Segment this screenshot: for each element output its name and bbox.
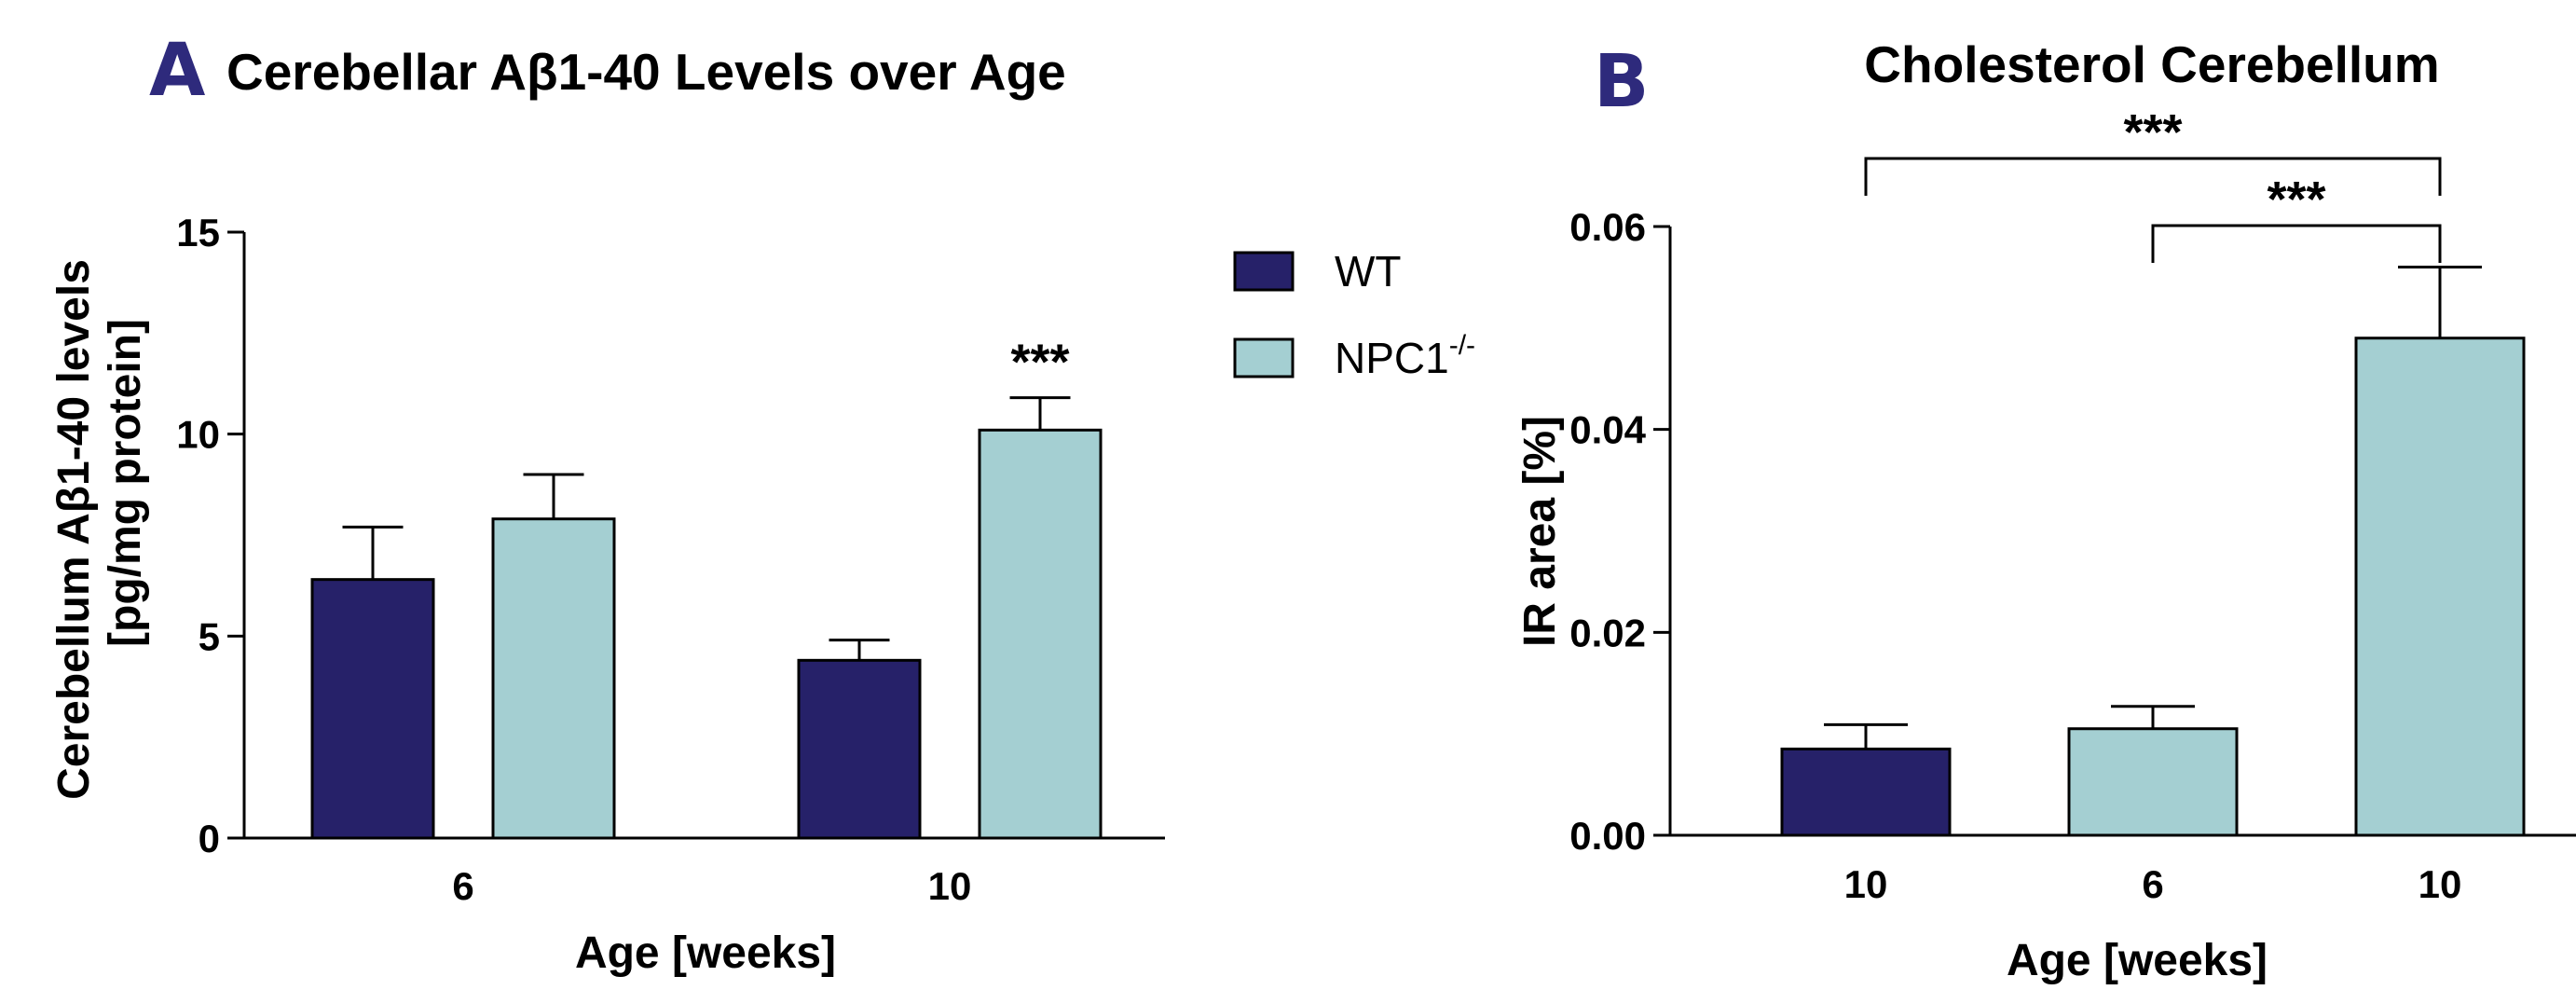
legend: WT NPC1-/- <box>1233 247 1475 382</box>
legend-npc1-text: NPC1 <box>1335 334 1449 382</box>
significance-stars-0: *** <box>2123 104 2182 160</box>
significance-bracket-0 <box>1864 157 2442 196</box>
significance-bracket-1 <box>2151 224 2442 263</box>
panel-b-plot: 0.00 0.02 0.04 0.06 10 6 10 *** *** <box>1569 104 2576 906</box>
legend-npc1-superscript: -/- <box>1449 330 1475 361</box>
y-tick-label-1: 0.02 <box>1569 611 1646 654</box>
panel-a-plot: 0 5 10 15 6 10 *** <box>176 211 1165 908</box>
x-tick-label-0: 10 <box>1844 862 1888 906</box>
x-tick-label-1: 10 <box>928 864 972 908</box>
bar-0-0 <box>310 578 435 840</box>
panel-a-title: Cerebellar Aβ1-40 Levels over Age <box>226 43 1066 101</box>
panel-b-ylabel: IR area [%] <box>1515 416 1565 647</box>
significance-stars-1: *** <box>2267 172 2325 227</box>
y-tick-label-0: 0 <box>199 817 220 860</box>
panel-a-ylabel-line2: [pg/mg protein] <box>101 319 150 647</box>
y-tick-label-1: 5 <box>199 614 220 658</box>
y-tick-label-3: 0.06 <box>1569 205 1646 249</box>
legend-wt-swatch <box>1233 251 1295 292</box>
bar-1-0 <box>797 658 922 840</box>
x-tick-label-2: 10 <box>2418 862 2462 906</box>
y-tick-label-0: 0.00 <box>1569 814 1646 858</box>
panel-b-xlabel: Age [weeks] <box>2007 936 2268 985</box>
legend-npc1-label: NPC1-/- <box>1335 330 1475 382</box>
bar-2 <box>2354 337 2526 837</box>
legend-npc1-swatch <box>1233 337 1295 378</box>
significance-stars-0: *** <box>1010 335 1069 391</box>
bar-0-1 <box>491 517 616 840</box>
y-tick-label-2: 10 <box>176 413 220 457</box>
y-tick-label-3: 15 <box>176 211 220 254</box>
panel-b-letter: B <box>1594 40 1649 124</box>
panel-a-xlabel: Age [weeks] <box>575 928 836 978</box>
x-tick-label-1: 6 <box>2142 862 2163 906</box>
bar-1-1 <box>978 428 1103 840</box>
panel-b-title: Cholesterol Cerebellum <box>1864 35 2439 93</box>
bar-0 <box>1780 747 1952 837</box>
bar-1 <box>2067 727 2239 837</box>
legend-wt-label: WT <box>1335 247 1402 296</box>
y-tick-label-2: 0.04 <box>1569 408 1646 452</box>
panel-a-ylabel-line1: Cerebellum Aβ1-40 levels <box>49 259 99 800</box>
panel-a-letter: A <box>149 29 205 113</box>
x-tick-label-0: 6 <box>452 864 473 908</box>
